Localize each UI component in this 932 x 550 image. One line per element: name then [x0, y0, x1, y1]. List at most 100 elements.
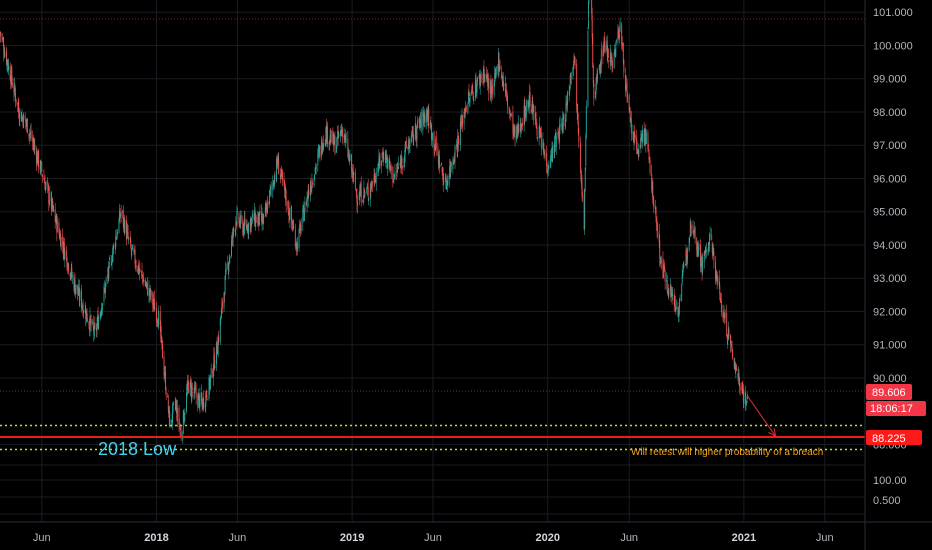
candle-body	[141, 270, 143, 274]
candle-body	[374, 179, 376, 182]
candle-body	[81, 306, 83, 308]
candle-body	[542, 140, 544, 148]
candle-body	[639, 145, 641, 148]
candle-body	[488, 78, 490, 94]
candle-body	[701, 256, 702, 260]
candle-body	[269, 189, 271, 192]
candle-body	[585, 106, 587, 138]
candle-body	[397, 167, 399, 170]
candle-body	[198, 395, 200, 408]
candle-body	[606, 42, 608, 52]
candle-body	[321, 139, 323, 153]
candle-body	[101, 303, 103, 311]
candle-body	[418, 118, 420, 123]
candle-body	[547, 168, 549, 172]
candle-body	[90, 319, 92, 326]
candle-body	[506, 90, 507, 94]
candle-body	[415, 124, 417, 135]
candle-body	[667, 292, 669, 294]
candle-body	[82, 304, 84, 315]
candle-body	[495, 66, 497, 75]
candle-body	[348, 154, 350, 155]
candle-body	[103, 286, 105, 302]
candle-body	[209, 377, 211, 390]
candle-body	[318, 149, 320, 153]
candle-body	[268, 201, 270, 205]
candle-body	[697, 244, 699, 255]
candle-body	[351, 154, 353, 172]
candle-body	[88, 321, 90, 325]
candle-body	[555, 136, 557, 148]
candle-body	[220, 309, 222, 319]
candle-body	[619, 33, 620, 38]
candle-body	[254, 209, 256, 223]
candle-body	[363, 189, 365, 193]
candle-body	[617, 28, 619, 42]
candle-body	[656, 222, 658, 231]
candle-body	[68, 264, 70, 273]
candle-body	[179, 428, 181, 430]
candle-body	[415, 135, 417, 139]
candle-body	[651, 182, 653, 189]
candle-body	[257, 217, 259, 225]
candle-body	[651, 172, 653, 190]
candle-body	[480, 75, 482, 80]
candle-body	[44, 181, 46, 190]
candle-body	[108, 261, 110, 278]
candle-body	[686, 256, 688, 261]
candle-body	[74, 279, 75, 290]
candle-body	[47, 180, 49, 186]
candle-body	[351, 169, 353, 173]
candle-body	[19, 109, 21, 119]
candle-body	[264, 207, 266, 214]
candle-body	[615, 43, 617, 57]
candle-body	[484, 75, 485, 82]
candle-body	[352, 171, 354, 179]
time-axis[interactable]: Jun 2018 Jun 2019 Jun 2020 Jun 2021 Jun	[33, 532, 834, 544]
candle-body	[212, 371, 214, 378]
candle-body	[187, 380, 189, 391]
candle-body	[246, 224, 248, 231]
candle-body	[460, 121, 462, 127]
candle-body	[235, 221, 237, 229]
candle-body	[193, 391, 195, 394]
candle-body	[100, 308, 102, 317]
candle-body	[172, 406, 174, 423]
candle-body	[569, 75, 571, 89]
candle-body	[21, 115, 23, 120]
candle-body	[389, 158, 391, 164]
candle-body	[529, 92, 531, 108]
candle-body	[538, 126, 540, 139]
candle-body	[610, 54, 612, 60]
candle-body	[700, 244, 701, 266]
candle-body	[93, 328, 95, 335]
candle-body	[265, 206, 267, 212]
candle-body	[210, 375, 212, 383]
candle-body	[352, 171, 354, 176]
price-axis[interactable]: 101.000 100.000 99.000 98.000 97.000 96.000 95…	[873, 7, 913, 507]
candle-body	[86, 308, 88, 319]
candle-body	[679, 299, 681, 308]
candle-body	[281, 171, 283, 174]
candle-body	[396, 169, 398, 173]
candle-body	[592, 65, 594, 83]
candle-body	[363, 187, 365, 198]
candle-body	[208, 377, 210, 400]
candle-body	[429, 123, 431, 126]
candle-body	[167, 395, 169, 398]
candle-body	[223, 292, 225, 309]
candle-body	[482, 76, 484, 78]
candle-body	[357, 201, 358, 206]
candle-body	[272, 182, 274, 191]
candle-body	[342, 129, 343, 137]
candle-body	[188, 382, 190, 394]
candle-body	[627, 97, 629, 100]
candle-body	[164, 373, 166, 376]
candle-body	[81, 289, 82, 308]
candle-body	[32, 137, 34, 143]
candle-body	[592, 36, 594, 68]
candle-body	[17, 101, 19, 109]
candle-body	[239, 221, 241, 226]
candle-body	[89, 324, 90, 331]
